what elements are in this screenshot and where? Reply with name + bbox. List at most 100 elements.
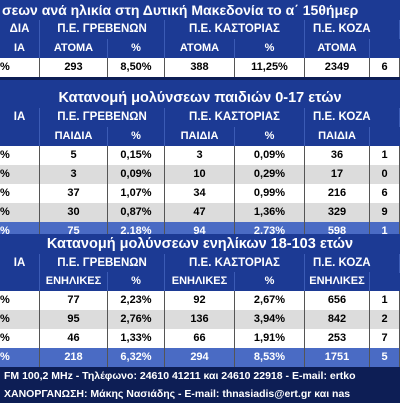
table-cell: 0 [370,165,400,184]
table-cell: 3 [165,146,235,165]
section1-subcol-3: ΑΤΟΜΑ [165,39,235,58]
section2-col-label: ΙΑ [0,108,40,127]
section1-cell-1: 293 [40,58,108,77]
section2-subcol-4: % [235,127,305,146]
section3-total-row: % 218 6,32% 294 8,53% 1751 5 [0,348,400,367]
table-cell: 0,15% [108,146,165,165]
section2-subcol-5: ΠΑΙΔΙΑ [305,127,370,146]
section3-row-3: % 46 1,33% 66 1,91% 253 7 [0,329,400,348]
table-cell: 10 [165,165,235,184]
table-cell: 8,53% [235,348,305,367]
table-cell: 1,33% [108,329,165,348]
table-cell: 218 [40,348,108,367]
table-cell: 216 [305,184,370,203]
table-cell: % [0,348,40,367]
section3-subcol-4: % [235,272,305,291]
section1-subcol-5: ΑΤΟΜΑ [305,39,370,58]
section3-header-regions: ΙΑ Π.Ε. ΓΡΕΒΕΝΩΝ Π.Ε. ΚΑΣΤΟΡΙΑΣ Π.Ε. ΚΟΖ… [0,254,400,273]
table-cell: 1,36% [235,203,305,222]
section3-subcol-0 [0,272,40,291]
footer-credits-line: ΧΑΝΟΡΓΑΝΩΣΗ: Μάκης Νασιάδης - E-mail: th… [0,385,400,403]
section3-subcol-2: % [108,272,165,291]
section2-row-3: % 37 1,07% 34 0,99% 216 6 [0,184,400,203]
table-cell: 656 [305,291,370,310]
table-cell: 47 [165,203,235,222]
section1-kastoria-header: Π.Ε. ΚΑΣΤΟΡΙΑΣ [165,20,305,39]
table-cell: 5 [40,146,108,165]
section2-subcol-2: % [108,127,165,146]
table-cell: 0,87% [108,203,165,222]
section1-subcol-4: % [235,39,305,58]
table-cell: 0,99% [235,184,305,203]
section1-subcol-1: ΑΤΟΜΑ [40,39,108,58]
section1-cell-2: 8,50% [108,58,165,77]
table-cell: 37 [40,184,108,203]
top-title: σεων ανά ηλικία στη Δυτική Μακεδονία το … [0,0,400,20]
section3-header-cols: ΕΝΗΛΙΚΕΣ % ΕΝΗΛΙΚΕΣ % ΕΝΗΛΙΚΕΣ [0,272,400,291]
section3-row-1: % 77 2,23% 92 2,67% 656 1 [0,291,400,310]
table-cell: 7 [370,329,400,348]
table-cell: % [0,329,40,348]
section2-row-4: % 30 0,87% 47 1,36% 329 9 [0,203,400,222]
section1-header-cols: ΙΑ ΑΤΟΜΑ % ΑΤΟΜΑ % ΑΤΟΜΑ [0,39,400,58]
table-cell: 0,09% [108,165,165,184]
section2-subcol-1: ΠΑΙΔΙΑ [40,127,108,146]
section1-subcol-0: ΙΑ [0,39,40,58]
table-cell: 5 [370,348,400,367]
table-cell: 46 [40,329,108,348]
table-cell: 1 [370,146,400,165]
section1-subcol-2: % [108,39,165,58]
table-cell: 2,67% [235,291,305,310]
section3-kozani-header: Π.Ε. ΚΟΖΑ [305,254,400,273]
table-cell: 136 [165,310,235,329]
section1-cell-5: 2349 [305,58,370,77]
section2-subcol-0 [0,127,40,146]
section3-col-label: ΙΑ [0,254,40,273]
table-cell: 1,91% [235,329,305,348]
section2-subcol-3: ΠΑΙΔΙΑ [165,127,235,146]
table-cell: 0,29% [235,165,305,184]
footer-contact-line: FM 100,2 MHz - Τηλέφωνο: 24610 41211 και… [0,367,400,385]
table-cell: 30 [40,203,108,222]
table-cell: 3 [40,165,108,184]
section3-subcol-5: ΕΝΗΛΙΚΕΣ [305,272,370,291]
table-cell: 3,94% [235,310,305,329]
table-cell: 6,32% [108,348,165,367]
table-cell: 294 [165,348,235,367]
section2-header-regions: ΙΑ Π.Ε. ΓΡΕΒΕΝΩΝ Π.Ε. ΚΑΣΤΟΡΙΑΣ Π.Ε. ΚΟΖ… [0,108,400,127]
section2-row-1: % 5 0,15% 3 0,09% 36 1 [0,146,400,165]
table-cell: 6 [370,184,400,203]
table-cell: 92 [165,291,235,310]
section1-cell-0: % [0,58,40,77]
table-cell: 9 [370,203,400,222]
table-cell: 0,09% [235,146,305,165]
table-cell: 17 [305,165,370,184]
table-cell: 1 [370,291,400,310]
table-cell: % [0,165,40,184]
table-cell: 95 [40,310,108,329]
section1-cell-4: 11,25% [235,58,305,77]
section1-kozani-header: Π.Ε. ΚΟΖΑ [305,20,400,39]
section3-subcol-1: ΕΝΗΛΙΚΕΣ [40,272,108,291]
table-cell: 253 [305,329,370,348]
section2-header-cols: ΠΑΙΔΙΑ % ΠΑΙΔΙΑ % ΠΑΙΔΙΑ [0,127,400,146]
table-cell: 1751 [305,348,370,367]
table-cell: % [0,184,40,203]
table-cell: 329 [305,203,370,222]
table-cell: % [0,203,40,222]
section3-subcol-3: ΕΝΗΛΙΚΕΣ [165,272,235,291]
table-cell: 34 [165,184,235,203]
section1-col-label: ΔΙΑ [0,20,40,39]
table-cell: % [0,310,40,329]
section1-grevena-header: Π.Ε. ΓΡΕΒΕΝΩΝ [40,20,165,39]
table-cell: 1,07% [108,184,165,203]
section1-header-regions: ΔΙΑ Π.Ε. ΓΡΕΒΕΝΩΝ Π.Ε. ΚΑΣΤΟΡΙΑΣ Π.Ε. ΚΟ… [0,20,400,39]
table-cell: 36 [305,146,370,165]
section1-data-row: % 293 8,50% 388 11,25% 2349 6 [0,58,400,77]
section3-title: Κατανομή μολύνσεων ενηλίκων 18-103 ετών [0,234,400,254]
table-cell: % [0,146,40,165]
table-cell: 66 [165,329,235,348]
top-title-text: σεων ανά ηλικία στη Δυτική Μακεδονία το … [2,2,359,18]
section3-grevena-header: Π.Ε. ΓΡΕΒΕΝΩΝ [40,254,165,273]
table-cell: 77 [40,291,108,310]
